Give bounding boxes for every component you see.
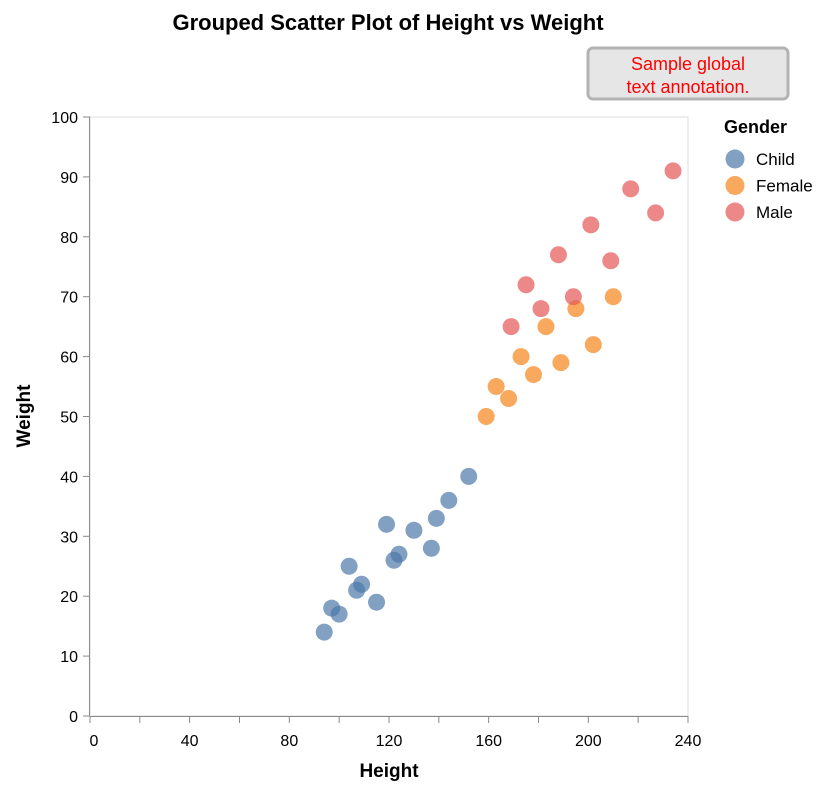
data-point-child <box>422 539 440 557</box>
data-point-male <box>549 246 567 264</box>
data-point-child <box>440 491 458 509</box>
data-point-child <box>353 575 371 593</box>
chart-title: Grouped Scatter Plot of Height vs Weight <box>172 10 604 35</box>
data-point-child <box>460 467 478 485</box>
x-tick-label: 160 <box>475 733 502 750</box>
y-tick-label: 90 <box>60 170 78 187</box>
data-point-female <box>500 390 518 408</box>
annotation-line-1: Sample global <box>631 54 745 74</box>
y-axis: 0 10 20 30 40 50 60 70 80 90 100 <box>51 110 90 726</box>
data-point-female <box>604 288 622 306</box>
y-tick-label: 50 <box>60 410 78 427</box>
data-point-female <box>525 366 543 384</box>
data-point-female <box>552 354 570 372</box>
data-point-child <box>390 545 408 563</box>
global-annotation: Sample global text annotation. <box>586 46 790 101</box>
x-tick-label: 200 <box>575 733 602 750</box>
y-tick-label: 40 <box>60 469 78 486</box>
legend-swatch-male <box>725 202 745 222</box>
data-point-male <box>602 252 620 270</box>
data-point-child <box>340 557 358 575</box>
y-tick-label: 10 <box>60 649 78 666</box>
data-point-male <box>532 300 550 318</box>
y-tick-label: 100 <box>51 110 78 127</box>
data-point-child <box>330 605 348 623</box>
legend-label-child: Child <box>756 150 795 169</box>
data-point-female <box>477 408 495 425</box>
data-point-male <box>564 288 582 306</box>
x-axis: 0 40 80 120 160 200 240 <box>89 716 702 750</box>
y-tick-label: 60 <box>60 350 78 367</box>
y-tick-label: 70 <box>60 290 78 307</box>
data-point-female <box>512 348 530 366</box>
legend-swatch-child <box>725 149 745 169</box>
plot-frame <box>89 116 689 717</box>
legend-label-male: Male <box>756 203 793 222</box>
data-point-female <box>537 318 555 336</box>
data-point-female <box>487 378 505 396</box>
data-point-child <box>427 509 445 527</box>
data-point-male <box>622 180 640 198</box>
y-tick-label: 0 <box>69 709 78 726</box>
legend-swatch-female <box>725 176 745 195</box>
data-point-female <box>584 336 602 354</box>
data-point-child <box>368 593 386 611</box>
data-point-male <box>647 204 665 222</box>
x-tick-label: 80 <box>280 733 298 750</box>
legend-label-female: Female <box>756 177 813 196</box>
data-point-male <box>502 318 520 336</box>
y-axis-title: Weight <box>14 384 35 448</box>
x-tick-label: 240 <box>675 733 702 750</box>
data-point-child <box>378 515 396 533</box>
data-point-child <box>405 521 423 539</box>
data-point-male <box>664 162 682 180</box>
data-point-child <box>315 623 333 641</box>
y-tick-label: 20 <box>60 589 78 606</box>
data-point-male <box>582 216 600 234</box>
data-points <box>315 162 682 641</box>
annotation-box <box>586 46 790 101</box>
legend-title: Gender <box>724 117 787 137</box>
y-tick-label: 80 <box>60 230 78 247</box>
x-tick-label: 0 <box>90 733 99 750</box>
x-tick-label: 120 <box>376 733 403 750</box>
x-tick-label: 40 <box>181 733 199 750</box>
annotation-line-2: text annotation. <box>626 77 749 97</box>
data-point-male <box>517 276 535 294</box>
legend: Gender Child Female Male <box>724 117 813 222</box>
y-tick-label: 30 <box>60 529 78 546</box>
x-axis-title: Height <box>359 761 419 782</box>
